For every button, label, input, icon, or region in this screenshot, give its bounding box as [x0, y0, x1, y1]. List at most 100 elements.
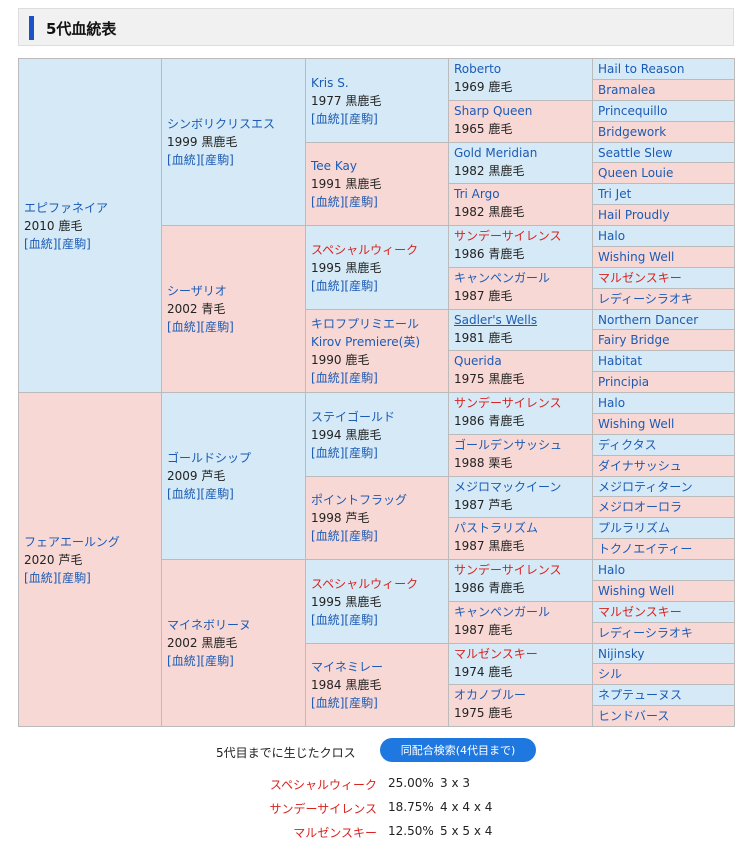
horse-name-link[interactable]: サンデーサイレンス: [454, 229, 562, 243]
horse-g2-3-produce-link[interactable]: 産駒: [205, 487, 230, 501]
horse-g3-1-pedigree-link[interactable]: 血統: [315, 111, 340, 126]
horse-name-link[interactable]: Halo: [598, 229, 626, 243]
horse-name-link[interactable]: Sadler's Wells: [454, 313, 538, 327]
horse-name-link[interactable]: レディーシラオキ: [598, 292, 693, 306]
horse-name-link[interactable]: キャンペンガール: [454, 271, 551, 285]
horse-g2-2-pedigree-link[interactable]: 血統: [171, 320, 196, 334]
horse-g2-4-produce-link[interactable]: 産駒: [205, 654, 230, 668]
horse-name-link[interactable]: Kris S.: [311, 75, 349, 90]
horse-name-link[interactable]: Halo: [598, 563, 626, 577]
horse-name-link[interactable]: Princequillo: [598, 104, 668, 118]
horse-name-link[interactable]: Roberto: [454, 62, 502, 76]
horse-g3-2-produce-link[interactable]: 産駒: [349, 195, 374, 209]
horse-g3-4-produce-link[interactable]: 産駒: [349, 371, 374, 385]
horse-name-link[interactable]: Wishing Well: [598, 417, 675, 431]
horse-name-link[interactable]: マイネミレー: [311, 660, 384, 674]
horse-name-link[interactable]: ゴールドシップ: [167, 451, 252, 465]
horse-cell-g5-13: Northern Dancer: [592, 309, 735, 330]
horse-name-link[interactable]: キャンペンガール: [454, 605, 551, 619]
horse-g2-1-produce-link[interactable]: 産駒: [205, 153, 230, 167]
horse-name-link[interactable]: Tri Argo: [454, 187, 500, 201]
horse-name-link[interactable]: Hail Proudly: [598, 208, 670, 222]
horse-name-link[interactable]: プルラリズム: [598, 521, 671, 535]
horse-g3-6-pedigree-link[interactable]: 血統: [315, 529, 340, 543]
horse-g1-1-produce-link[interactable]: 産駒: [62, 236, 87, 251]
horse-g3-6-produce-link[interactable]: 産駒: [349, 529, 374, 543]
horse-name-link[interactable]: Nijinsky: [598, 646, 645, 661]
horse-g3-1-produce-link[interactable]: 産駒: [349, 111, 374, 126]
horse-g3-5-produce-link[interactable]: 産駒: [349, 445, 374, 460]
horse-name-link[interactable]: Wishing Well: [598, 250, 675, 264]
horse-g3-7-pedigree-link[interactable]: 血統: [315, 612, 340, 627]
horse-g3-3-pedigree-link[interactable]: 血統: [315, 278, 340, 293]
horse-name-link[interactable]: ヒンドバース: [598, 709, 670, 723]
horse-name-link[interactable]: スペシャルウィーク: [311, 576, 419, 591]
horse-g2-1-pedigree-link[interactable]: 血統: [171, 153, 196, 167]
horse-name-link[interactable]: メジロマックイーン: [454, 480, 562, 494]
horse-name-link[interactable]: Hail to Reason: [598, 62, 685, 76]
horse-birth-info: 1991 黒鹿毛: [311, 177, 382, 191]
horse-g3-8-produce-link[interactable]: 産駒: [349, 696, 374, 710]
horse-name-link[interactable]: スペシャルウィーク: [311, 242, 419, 257]
horse-g3-4-pedigree-link[interactable]: 血統: [315, 371, 340, 385]
horse-name-link[interactable]: シル: [598, 667, 623, 681]
horse-g2-4-pedigree-link[interactable]: 血統: [171, 654, 196, 668]
horse-name-link[interactable]: Tee Kay: [311, 159, 357, 173]
horse-name-link[interactable]: メジロティターン: [598, 479, 693, 494]
horse-name-link[interactable]: パストラリズム: [454, 521, 539, 535]
cross-horse-link[interactable]: マルゼンスキー: [293, 826, 377, 840]
horse-g1-2-produce-link[interactable]: 産駒: [62, 570, 87, 585]
horse-name-link[interactable]: Principia: [598, 375, 650, 389]
horse-name-link[interactable]: ゴールデンサッシュ: [454, 438, 563, 452]
horse-name-link[interactable]: シンボリクリスエス: [167, 117, 276, 131]
horse-name-link[interactable]: サンデーサイレンス: [454, 396, 562, 410]
horse-name-link[interactable]: マルゼンスキー: [598, 605, 682, 619]
horse-name-link[interactable]: Wishing Well: [598, 584, 675, 598]
horse-name-link[interactable]: Halo: [598, 396, 626, 410]
horse-name-link[interactable]: シーザリオ: [167, 284, 227, 298]
horse-name-link[interactable]: ダイナサッシュ: [598, 459, 682, 473]
horse-name-link[interactable]: ポイントフラッグ: [311, 493, 408, 507]
horse-name-link[interactable]: Fairy Bridge: [598, 333, 670, 347]
horse-g1-2-pedigree-link[interactable]: 血統: [28, 570, 53, 585]
horse-name-link[interactable]: Querida: [454, 354, 502, 368]
horse-name-link[interactable]: トクノエイティー: [598, 542, 693, 556]
horse-name-link[interactable]: ネプテューヌス: [598, 688, 683, 702]
horse-name-link[interactable]: Bridgework: [598, 125, 667, 139]
horse-name-link[interactable]: メジロオーロラ: [598, 500, 683, 514]
cross-horse-link[interactable]: スペシャルウィーク: [269, 778, 377, 792]
horse-g3-7-produce-link[interactable]: 産駒: [349, 612, 374, 627]
horse-name-link[interactable]: Tri Jet: [598, 187, 632, 201]
horse-g1-1-pedigree-link[interactable]: 血統: [28, 236, 53, 251]
horse-name-link[interactable]: Bramalea: [598, 83, 656, 97]
horse-name-link[interactable]: キロフプリミエール: [311, 317, 420, 331]
horse-g2-3-pedigree-link[interactable]: 血統: [171, 487, 196, 501]
horse-name-link[interactable]: レディーシラオキ: [598, 626, 693, 640]
horse-cell-g4-6: キャンペンガール 1987 鹿毛: [448, 267, 593, 310]
horse-name-link[interactable]: オカノブルー: [454, 688, 527, 702]
horse-name-link[interactable]: マイネボリーヌ: [167, 618, 252, 632]
cross-horse-link[interactable]: サンデーサイレンス: [269, 802, 377, 816]
horse-name-link[interactable]: ディクタス: [598, 438, 657, 452]
horse-g3-8-pedigree-link[interactable]: 血統: [315, 696, 340, 710]
horse-name-link[interactable]: Sharp Queen: [454, 104, 533, 118]
horse-name-link[interactable]: Seattle Slew: [598, 145, 673, 160]
horse-name-link[interactable]: Northern Dancer: [598, 312, 699, 327]
horse-name-link[interactable]: Habitat: [598, 354, 643, 368]
horse-g3-2-pedigree-link[interactable]: 血統: [315, 195, 340, 209]
horse-name-link[interactable]: マルゼンスキー: [454, 647, 538, 661]
horse-g2-2-produce-link[interactable]: 産駒: [205, 320, 230, 334]
horse-birth-info: 1987 黒鹿毛: [454, 539, 525, 553]
horse-cell-g5-20: ダイナサッシュ: [592, 455, 735, 477]
horse-g3-3-produce-link[interactable]: 産駒: [349, 278, 374, 293]
horse-name-link[interactable]: マルゼンスキー: [598, 271, 682, 285]
horse-name-link[interactable]: サンデーサイレンス: [454, 563, 562, 577]
similar-mating-search-button[interactable]: 同配合検索(4代目まで): [380, 738, 536, 762]
horse-name-link[interactable]: Gold Meridian: [454, 146, 538, 160]
horse-name-link[interactable]: フェアエールング: [24, 534, 120, 549]
horse-g3-5-pedigree-link[interactable]: 血統: [315, 445, 340, 460]
horse-name-link[interactable]: Queen Louie: [598, 166, 674, 180]
horse-birth-info: 1986 青鹿毛: [454, 581, 525, 595]
horse-name-link[interactable]: ステイゴールド: [311, 409, 396, 424]
horse-name-link[interactable]: エピファネイア: [24, 200, 109, 215]
